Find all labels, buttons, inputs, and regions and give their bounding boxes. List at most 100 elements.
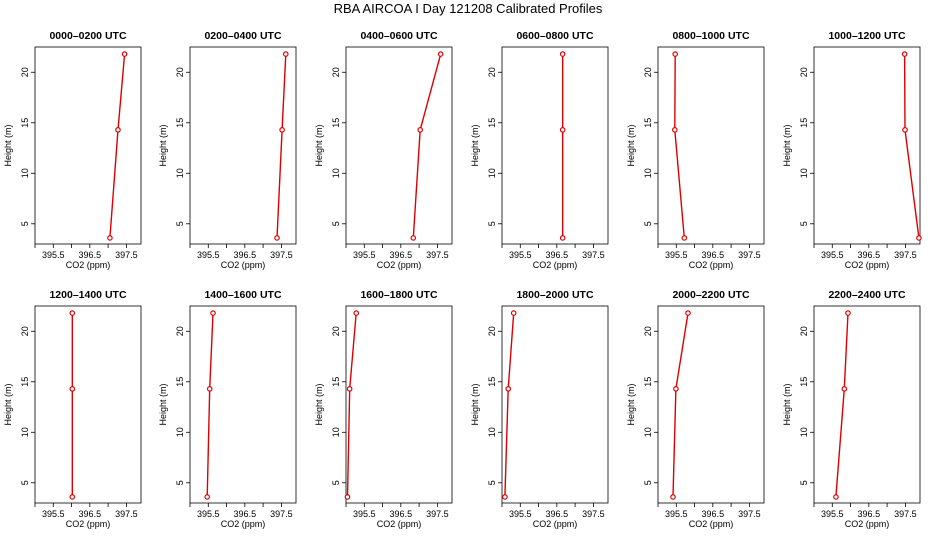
y-tick-label: 20: [487, 326, 497, 336]
y-axis-label: Height (m): [314, 124, 324, 166]
y-tick-label: 15: [799, 118, 809, 128]
x-tick-label: 395.5: [821, 250, 844, 260]
y-axis-label: Height (m): [626, 124, 636, 166]
y-axis-label: Height (m): [3, 383, 13, 425]
x-axis-label: CO2 (ppm): [689, 519, 734, 529]
plot-frame: [189, 305, 297, 504]
x-tick-label: 395.5: [509, 509, 532, 519]
profile-line: [206, 313, 214, 497]
data-point: [510, 310, 517, 316]
data-point: [559, 127, 566, 133]
data-point: [673, 386, 679, 392]
x-tick-label: 395.5: [197, 250, 220, 260]
y-tick-label: 20: [175, 67, 185, 77]
y-tick-label: 15: [175, 118, 185, 128]
x-tick-label: 397.5: [738, 509, 761, 519]
plot-frame: [501, 46, 609, 245]
data-point: [833, 494, 839, 500]
x-axis-label: CO2 (ppm): [66, 519, 111, 529]
y-tick-label: 5: [20, 221, 30, 226]
x-tick-label: 395.5: [42, 250, 65, 260]
data-point: [206, 386, 213, 392]
profile-line: [504, 313, 515, 497]
x-tick-label: 396.5: [390, 250, 413, 260]
panel-title: 0600–0800 UTC: [516, 30, 593, 42]
y-tick-label: 20: [331, 326, 341, 336]
x-tick-label: 396.5: [390, 509, 413, 519]
data-point: [505, 386, 512, 392]
y-axis-label: Height (m): [626, 383, 636, 425]
profile-line: [672, 312, 689, 497]
data-point: [204, 494, 210, 500]
data-point: [282, 51, 289, 57]
x-tick-label: 395.5: [353, 250, 376, 260]
chart-panel-2: 0200–0400 UTC 5 10 15 20 395.5 396.5 397.5 CO2 (…: [158, 30, 297, 270]
y-tick-label: 10: [20, 427, 30, 437]
data-point: [845, 310, 851, 316]
plot-frame: [345, 46, 453, 245]
x-tick-label: 395.5: [665, 250, 688, 260]
data-point: [115, 127, 121, 133]
y-tick-label: 5: [175, 480, 185, 485]
y-axis-label: Height (m): [158, 383, 168, 425]
x-axis-label: CO2 (ppm): [221, 519, 266, 529]
chart-panel-1: 0000–0200 UTC 5 10 15 20 395.5 396.5 397.5 CO2 (…: [3, 30, 142, 270]
y-tick-label: 5: [799, 480, 809, 485]
x-tick-label: 396.5: [546, 250, 569, 260]
x-tick-label: 395.5: [42, 509, 65, 519]
y-tick-label: 20: [799, 326, 809, 336]
y-tick-label: 20: [487, 67, 497, 77]
data-point: [916, 235, 922, 241]
chart-panel-10: 1800–2000 UTC 5 10 15 20 395.5 396.5 397.5 CO2 (…: [470, 289, 609, 529]
panel-title: 0000–0200 UTC: [49, 30, 126, 42]
plot-frame: [345, 305, 453, 504]
plot-frame: [813, 46, 921, 245]
profile-line: [835, 313, 849, 497]
x-tick-label: 395.5: [665, 509, 688, 519]
x-tick-label: 396.5: [79, 250, 102, 260]
y-tick-label: 20: [643, 67, 653, 77]
x-tick-label: 396.5: [79, 509, 102, 519]
x-axis-label: CO2 (ppm): [377, 260, 422, 270]
panel-title: 1800–2000 UTC: [516, 289, 593, 301]
y-tick-label: 10: [643, 168, 653, 178]
y-tick-label: 10: [487, 168, 497, 178]
chart-panel-8: 1400–1600 UTC 5 10 15 20 395.5 396.5 397.5 CO2 (…: [158, 289, 297, 529]
y-axis-label: Height (m): [470, 383, 480, 425]
data-point: [902, 127, 908, 133]
y-tick-label: 10: [487, 427, 497, 437]
chart-panel-4: 0600–0800 UTC 5 10 15 20 395.5 396.5 397.5 CO2 (…: [470, 30, 609, 270]
y-tick-label: 15: [331, 118, 341, 128]
data-point: [346, 386, 353, 392]
chart-panel-12: 2200–2400 UTC 5 10 15 20 395.5 396.5 397.5 CO2 (…: [782, 289, 921, 529]
panel-title: 0200–0400 UTC: [204, 30, 281, 42]
profile-line: [412, 53, 442, 238]
y-tick-label: 10: [175, 427, 185, 437]
data-point: [344, 494, 351, 500]
y-tick-label: 5: [20, 480, 30, 485]
panel-title: 0400–0600 UTC: [360, 30, 437, 42]
data-point: [279, 127, 285, 133]
plot-frame: [34, 305, 142, 504]
x-tick-label: 397.5: [894, 250, 917, 260]
y-tick-label: 15: [487, 118, 497, 128]
figure-title: RBA AIRCOA I Day 121208 Calibrated Profi…: [333, 1, 603, 16]
y-tick-label: 5: [643, 221, 653, 226]
y-tick-label: 20: [799, 67, 809, 77]
y-tick-label: 20: [331, 67, 341, 77]
chart-panel-5: 0800–1000 UTC 5 10 15 20 395.5 396.5 397.5 CO2 (…: [626, 30, 765, 270]
y-axis-label: Height (m): [782, 124, 792, 166]
y-tick-label: 10: [799, 168, 809, 178]
x-tick-label: 397.5: [426, 509, 449, 519]
y-tick-label: 10: [799, 427, 809, 437]
data-point: [559, 51, 566, 57]
panel-title: 1600–1800 UTC: [360, 289, 437, 301]
profile-line: [674, 54, 685, 238]
plot-frame: [501, 305, 609, 504]
y-tick-label: 15: [799, 377, 809, 387]
data-point: [685, 310, 691, 316]
x-axis-label: CO2 (ppm): [845, 260, 890, 270]
y-tick-label: 15: [487, 377, 497, 387]
y-tick-label: 15: [20, 377, 30, 387]
